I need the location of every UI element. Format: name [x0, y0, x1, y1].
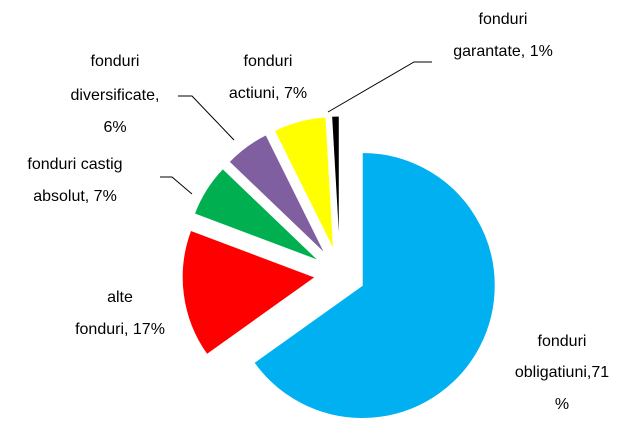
data-label: diversificate, [71, 87, 160, 104]
data-label: obligatiuni,71 [515, 364, 609, 381]
pie-slice [228, 134, 326, 255]
data-label: fonduri [479, 11, 528, 28]
pie-slice [181, 229, 317, 356]
data-label: fonduri castig [27, 156, 122, 173]
data-label: fonduri [244, 53, 293, 70]
data-label: 6% [103, 119, 126, 136]
leader-line [327, 61, 432, 113]
data-label: alte [107, 289, 133, 306]
data-label: actiuni, 7% [229, 85, 307, 102]
data-label: absolut, 7% [33, 188, 117, 205]
leader-line [178, 95, 235, 141]
data-label: fonduri [538, 333, 587, 350]
pie-slice [331, 115, 340, 250]
data-label: garantate, 1% [453, 43, 553, 60]
data-label: % [555, 396, 569, 413]
data-label: fonduri, 17% [75, 321, 165, 338]
pie-slice [253, 151, 496, 419]
leader-lines [160, 61, 432, 195]
leader-line [160, 176, 193, 195]
pie-slice [193, 167, 320, 262]
data-label: fonduri [91, 53, 140, 70]
pie-slice [273, 116, 335, 251]
